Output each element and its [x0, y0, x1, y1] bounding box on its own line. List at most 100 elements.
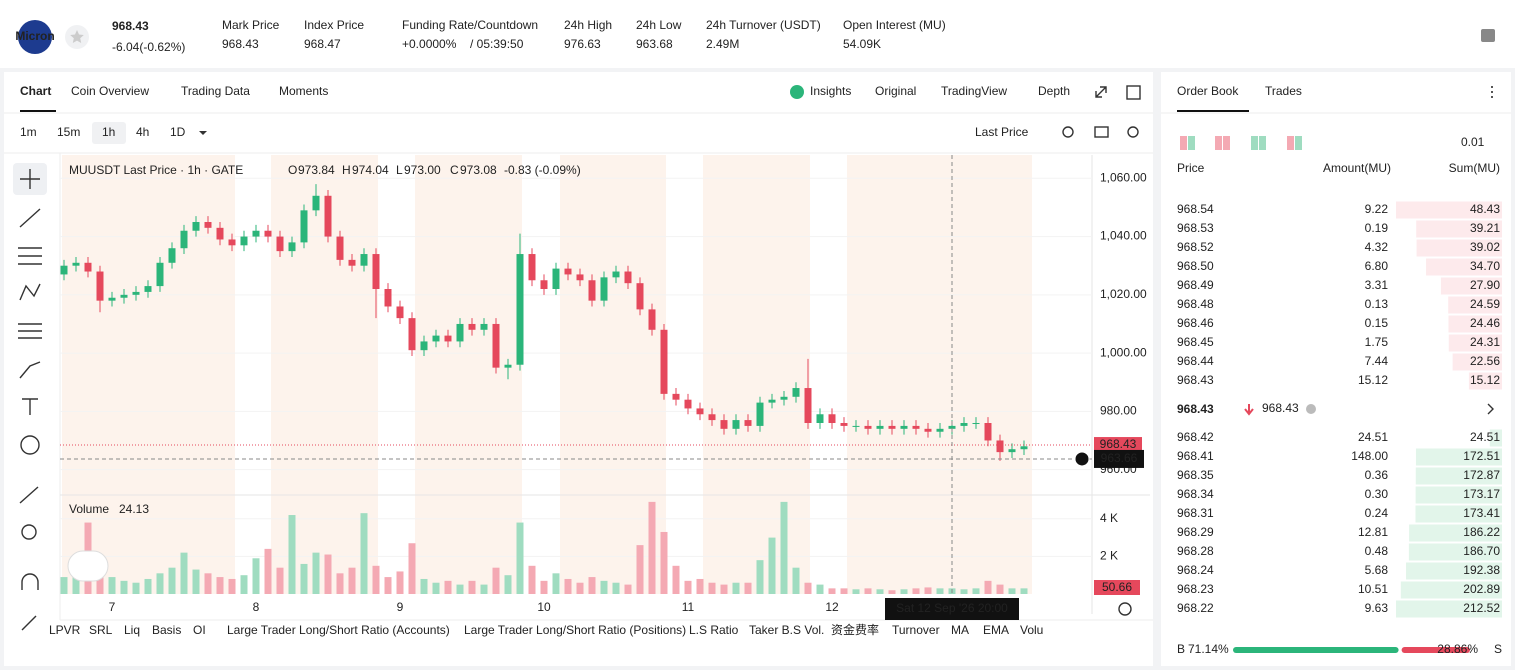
- tradingview-logo: [67, 550, 109, 582]
- ob-amount: 5.68: [1365, 563, 1389, 577]
- indicator[interactable]: Taker B.S Vol.: [749, 623, 824, 637]
- indicator[interactable]: L.S Ratio: [689, 623, 739, 637]
- volume-bar: [900, 589, 908, 594]
- view-tab[interactable]: Depth: [1038, 84, 1070, 98]
- interval[interactable]: 1h: [102, 125, 115, 139]
- ruler-tool[interactable]: [19, 486, 39, 504]
- indicator[interactable]: SRL: [89, 623, 113, 637]
- candle-body: [60, 265, 68, 275]
- session-band: [62, 155, 235, 594]
- ob-tab[interactable]: Order Book: [1177, 84, 1239, 98]
- candle-body: [732, 420, 740, 429]
- settings-button[interactable]: [1127, 126, 1139, 138]
- volume-bar: [444, 580, 452, 594]
- emoji-tool[interactable]: [20, 435, 40, 455]
- axis-settings[interactable]: [1118, 602, 1132, 616]
- candle-body: [204, 222, 212, 228]
- volume-bar: [600, 580, 608, 594]
- indicator[interactable]: MA: [951, 623, 969, 637]
- text-tool[interactable]: [22, 398, 38, 415]
- brush-tool[interactable]: [19, 361, 41, 379]
- ob-amount: 12.81: [1358, 525, 1388, 539]
- expand-button[interactable]: [1095, 86, 1107, 98]
- chart-tab[interactable]: Coin Overview: [71, 84, 149, 98]
- price-type[interactable]: Last Price: [975, 125, 1029, 139]
- session-band: [415, 155, 522, 594]
- indicator[interactable]: Turnover: [892, 623, 940, 637]
- ob-tab[interactable]: Trades: [1265, 84, 1302, 98]
- volume-bar: [768, 537, 776, 594]
- y-tick-label: 1,020.00: [1100, 287, 1147, 301]
- interval[interactable]: 4h: [136, 125, 149, 139]
- precision[interactable]: 0.01: [1461, 135, 1485, 149]
- volume-bar: [360, 513, 368, 594]
- indicator[interactable]: Large Trader Long/Short Ratio (Accounts): [227, 623, 450, 637]
- depth-bar: [1415, 505, 1502, 523]
- ob-price: 968.29: [1177, 525, 1214, 539]
- magnet-tool[interactable]: [21, 573, 39, 590]
- view-mode[interactable]: [1223, 136, 1230, 150]
- view-tab[interactable]: TradingView: [941, 84, 1007, 98]
- indicator[interactable]: OI: [193, 623, 206, 637]
- chart-tab[interactable]: Moments: [279, 84, 328, 98]
- interval[interactable]: 1D: [170, 125, 186, 139]
- fib-tool[interactable]: [18, 323, 42, 339]
- header-icon[interactable]: [1481, 29, 1495, 42]
- add-order-button[interactable]: [1074, 451, 1090, 467]
- view-mode[interactable]: [1180, 136, 1187, 150]
- view-mode[interactable]: [1215, 136, 1222, 150]
- ob-sum: 172.87: [1463, 468, 1500, 482]
- view-mode[interactable]: [1287, 136, 1294, 150]
- candle-body: [120, 294, 128, 298]
- view-mode[interactable]: [1259, 136, 1266, 150]
- chart-tab[interactable]: Chart: [20, 84, 51, 98]
- window-button[interactable]: [1126, 85, 1141, 100]
- indicator[interactable]: LPVR: [49, 623, 81, 637]
- crosshair-tool[interactable]: [20, 169, 40, 189]
- view-mode[interactable]: [1251, 136, 1258, 150]
- zoom-tool[interactable]: [21, 524, 37, 540]
- indicator[interactable]: Basis: [152, 623, 181, 637]
- indicator[interactable]: EMA: [983, 623, 1009, 637]
- logo: [18, 20, 52, 54]
- pattern-tool[interactable]: [19, 283, 41, 301]
- indicator[interactable]: Volu: [1020, 623, 1043, 637]
- ob-sum: 15.12: [1470, 373, 1500, 387]
- channel-tool[interactable]: [18, 247, 42, 265]
- ob-sum: 22.56: [1470, 354, 1500, 368]
- ob-amount: 9.22: [1365, 202, 1389, 216]
- depth-bar: [1448, 334, 1502, 352]
- indicator[interactable]: Large Trader Long/Short Ratio (Positions…: [464, 623, 686, 637]
- ohlc-value: 974.04: [352, 163, 389, 177]
- view-mode[interactable]: [1188, 136, 1195, 150]
- candle-body: [756, 402, 764, 426]
- tab-underline: [1177, 110, 1249, 112]
- view-tab[interactable]: Original: [875, 84, 916, 98]
- volume-bar: [156, 573, 164, 594]
- depth-bar: [1452, 353, 1502, 371]
- volume-bar: [192, 569, 200, 594]
- screenshot-button[interactable]: [1094, 126, 1109, 138]
- crosshair-time-tag: [885, 598, 1019, 620]
- candle-body: [1020, 446, 1028, 450]
- stat-label: Funding Rate/Countdown: [402, 18, 538, 32]
- indicator[interactable]: 资金费率: [831, 622, 879, 637]
- view-mode[interactable]: [1295, 136, 1302, 150]
- line-tool[interactable]: [19, 208, 41, 228]
- candle-body: [624, 271, 632, 284]
- interval[interactable]: 1m: [20, 125, 37, 139]
- ob-sum: 39.02: [1470, 240, 1500, 254]
- depth-bar: [1426, 258, 1502, 276]
- indicator[interactable]: Liq: [124, 623, 140, 637]
- volume-bar: [120, 580, 128, 594]
- search-button[interactable]: [1062, 126, 1074, 138]
- candle-body: [636, 283, 644, 310]
- candle-body: [444, 335, 452, 342]
- expand-arrow[interactable]: [1487, 403, 1494, 415]
- chart-tab[interactable]: Trading Data: [181, 84, 250, 98]
- volume-bar: [912, 588, 920, 594]
- view-tab[interactable]: Insights: [810, 84, 851, 98]
- candle-body: [432, 335, 440, 342]
- interval[interactable]: 15m: [57, 125, 80, 139]
- pencil-tool[interactable]: [21, 615, 37, 631]
